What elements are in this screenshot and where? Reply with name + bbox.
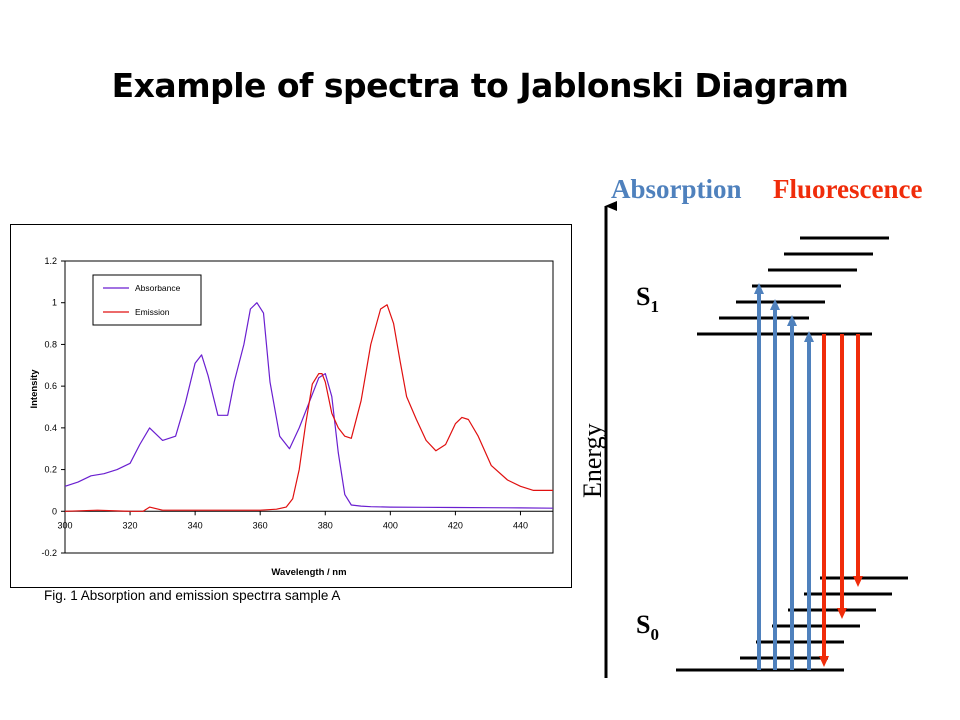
- figure-caption: Fig. 1 Absorption and emission spectrra …: [44, 588, 341, 603]
- y-axis-label: Intensity: [29, 369, 40, 409]
- absorption-arrowhead-1: [754, 283, 764, 294]
- spectra-chart: 300 320 340 360 380 400 420 440 -0.2 0 0.2 0.4 0.6 0.…: [29, 256, 554, 578]
- absorption-arrowhead-4: [804, 331, 814, 342]
- x-tick-label-320: 320: [123, 520, 138, 530]
- x-axis-label: Wavelength / nm: [271, 567, 346, 578]
- fluorescence-arrowhead-3: [853, 576, 863, 587]
- y-tick-label-2: 0.2: [44, 465, 57, 475]
- legend-box: [92, 274, 202, 326]
- plot-area: [64, 260, 554, 554]
- x-tick-label-420: 420: [448, 520, 463, 530]
- x-tick-label-440: 440: [513, 520, 528, 530]
- fluorescence-arrows: [822, 334, 860, 660]
- absorption-arrows: [757, 288, 811, 670]
- y-tick-label-6: 1: [52, 298, 57, 308]
- x-tick-label-400: 400: [383, 520, 398, 530]
- y-tick-label-7: 1.2: [44, 256, 57, 266]
- fluorescence-arrowhead-2: [837, 608, 847, 619]
- absorption-arrowheads: [754, 283, 814, 342]
- series-line-emission: [64, 304, 553, 512]
- absorption-arrowhead-2: [770, 299, 780, 310]
- fluorescence-arrowhead-1: [819, 656, 829, 667]
- s0-label: S0: [636, 610, 659, 644]
- y-tick-label-0: -0.2: [41, 548, 57, 558]
- x-tick-label-300: 300: [57, 520, 72, 530]
- y-tick-label-4: 0.6: [44, 381, 57, 391]
- y-tick-label-1: 0: [52, 506, 57, 516]
- chart-frame: 300 320 340 360 380 400 420 440 -0.2 0 0.2 0.4 0.6 0.…: [10, 224, 572, 588]
- jablonski-diagram: Absorption Fluorescence Energy S1 S0: [578, 174, 922, 678]
- y-tick-label-5: 0.8: [44, 339, 57, 349]
- series-line-absorbance: [64, 302, 554, 509]
- fluorescence-label: Fluorescence: [773, 174, 922, 204]
- legend-label-emission: Emission: [135, 307, 170, 317]
- y-tick-label-3: 0.4: [44, 423, 57, 433]
- x-tick-label-340: 340: [188, 520, 203, 530]
- s0-levels: [676, 576, 908, 672]
- legend-label-absorbance: Absorbance: [135, 283, 181, 293]
- fluorescence-arrowheads: [819, 576, 863, 667]
- energy-label: Energy: [578, 423, 607, 498]
- absorption-label: Absorption: [611, 174, 742, 204]
- s1-label: S1: [636, 282, 659, 316]
- slide-title: Example of spectra to Jablonski Diagram: [111, 66, 849, 105]
- x-tick-label-380: 380: [318, 520, 333, 530]
- absorption-arrowhead-3: [787, 315, 797, 326]
- x-tick-label-360: 360: [253, 520, 268, 530]
